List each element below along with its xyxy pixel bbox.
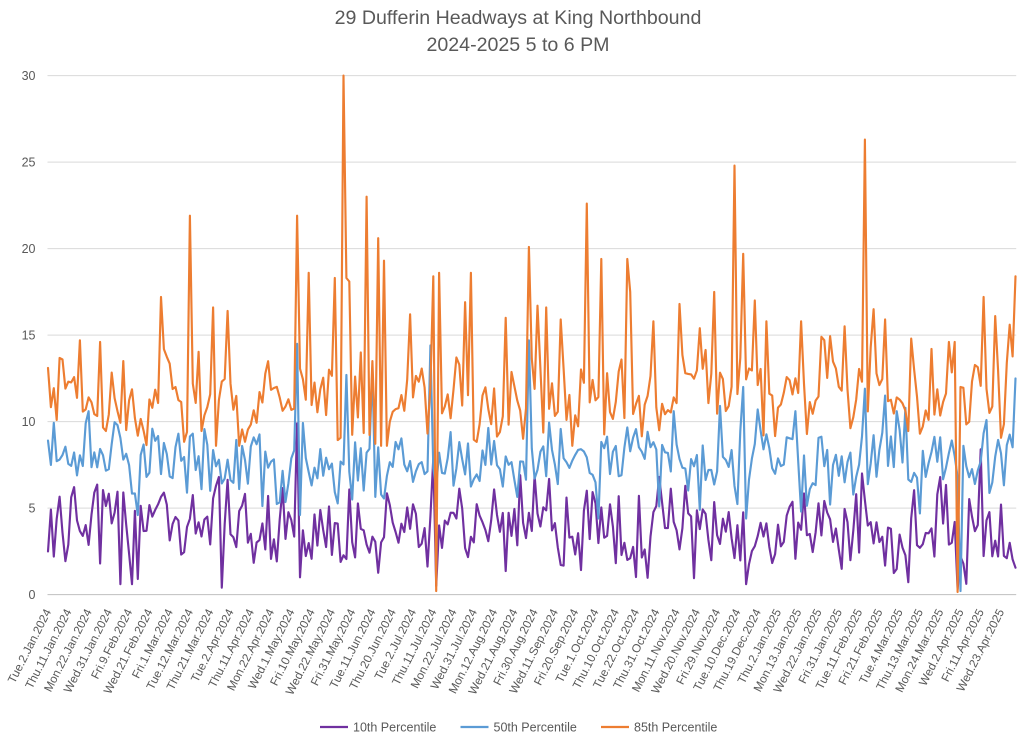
svg-text:5: 5	[29, 501, 36, 515]
svg-text:20: 20	[22, 242, 36, 256]
svg-text:2024-2025 5 to 6 PM: 2024-2025 5 to 6 PM	[426, 34, 609, 56]
svg-text:85th Percentile: 85th Percentile	[634, 721, 717, 735]
svg-text:29 Dufferin Headways at King N: 29 Dufferin Headways at King Northbound	[335, 7, 702, 29]
svg-text:15: 15	[22, 328, 36, 342]
svg-text:25: 25	[22, 155, 36, 169]
svg-text:0: 0	[29, 588, 36, 602]
svg-text:10: 10	[22, 415, 36, 429]
svg-text:30: 30	[22, 69, 36, 83]
svg-text:50th Percentile: 50th Percentile	[494, 721, 577, 735]
svg-text:10th Percentile: 10th Percentile	[353, 721, 436, 735]
